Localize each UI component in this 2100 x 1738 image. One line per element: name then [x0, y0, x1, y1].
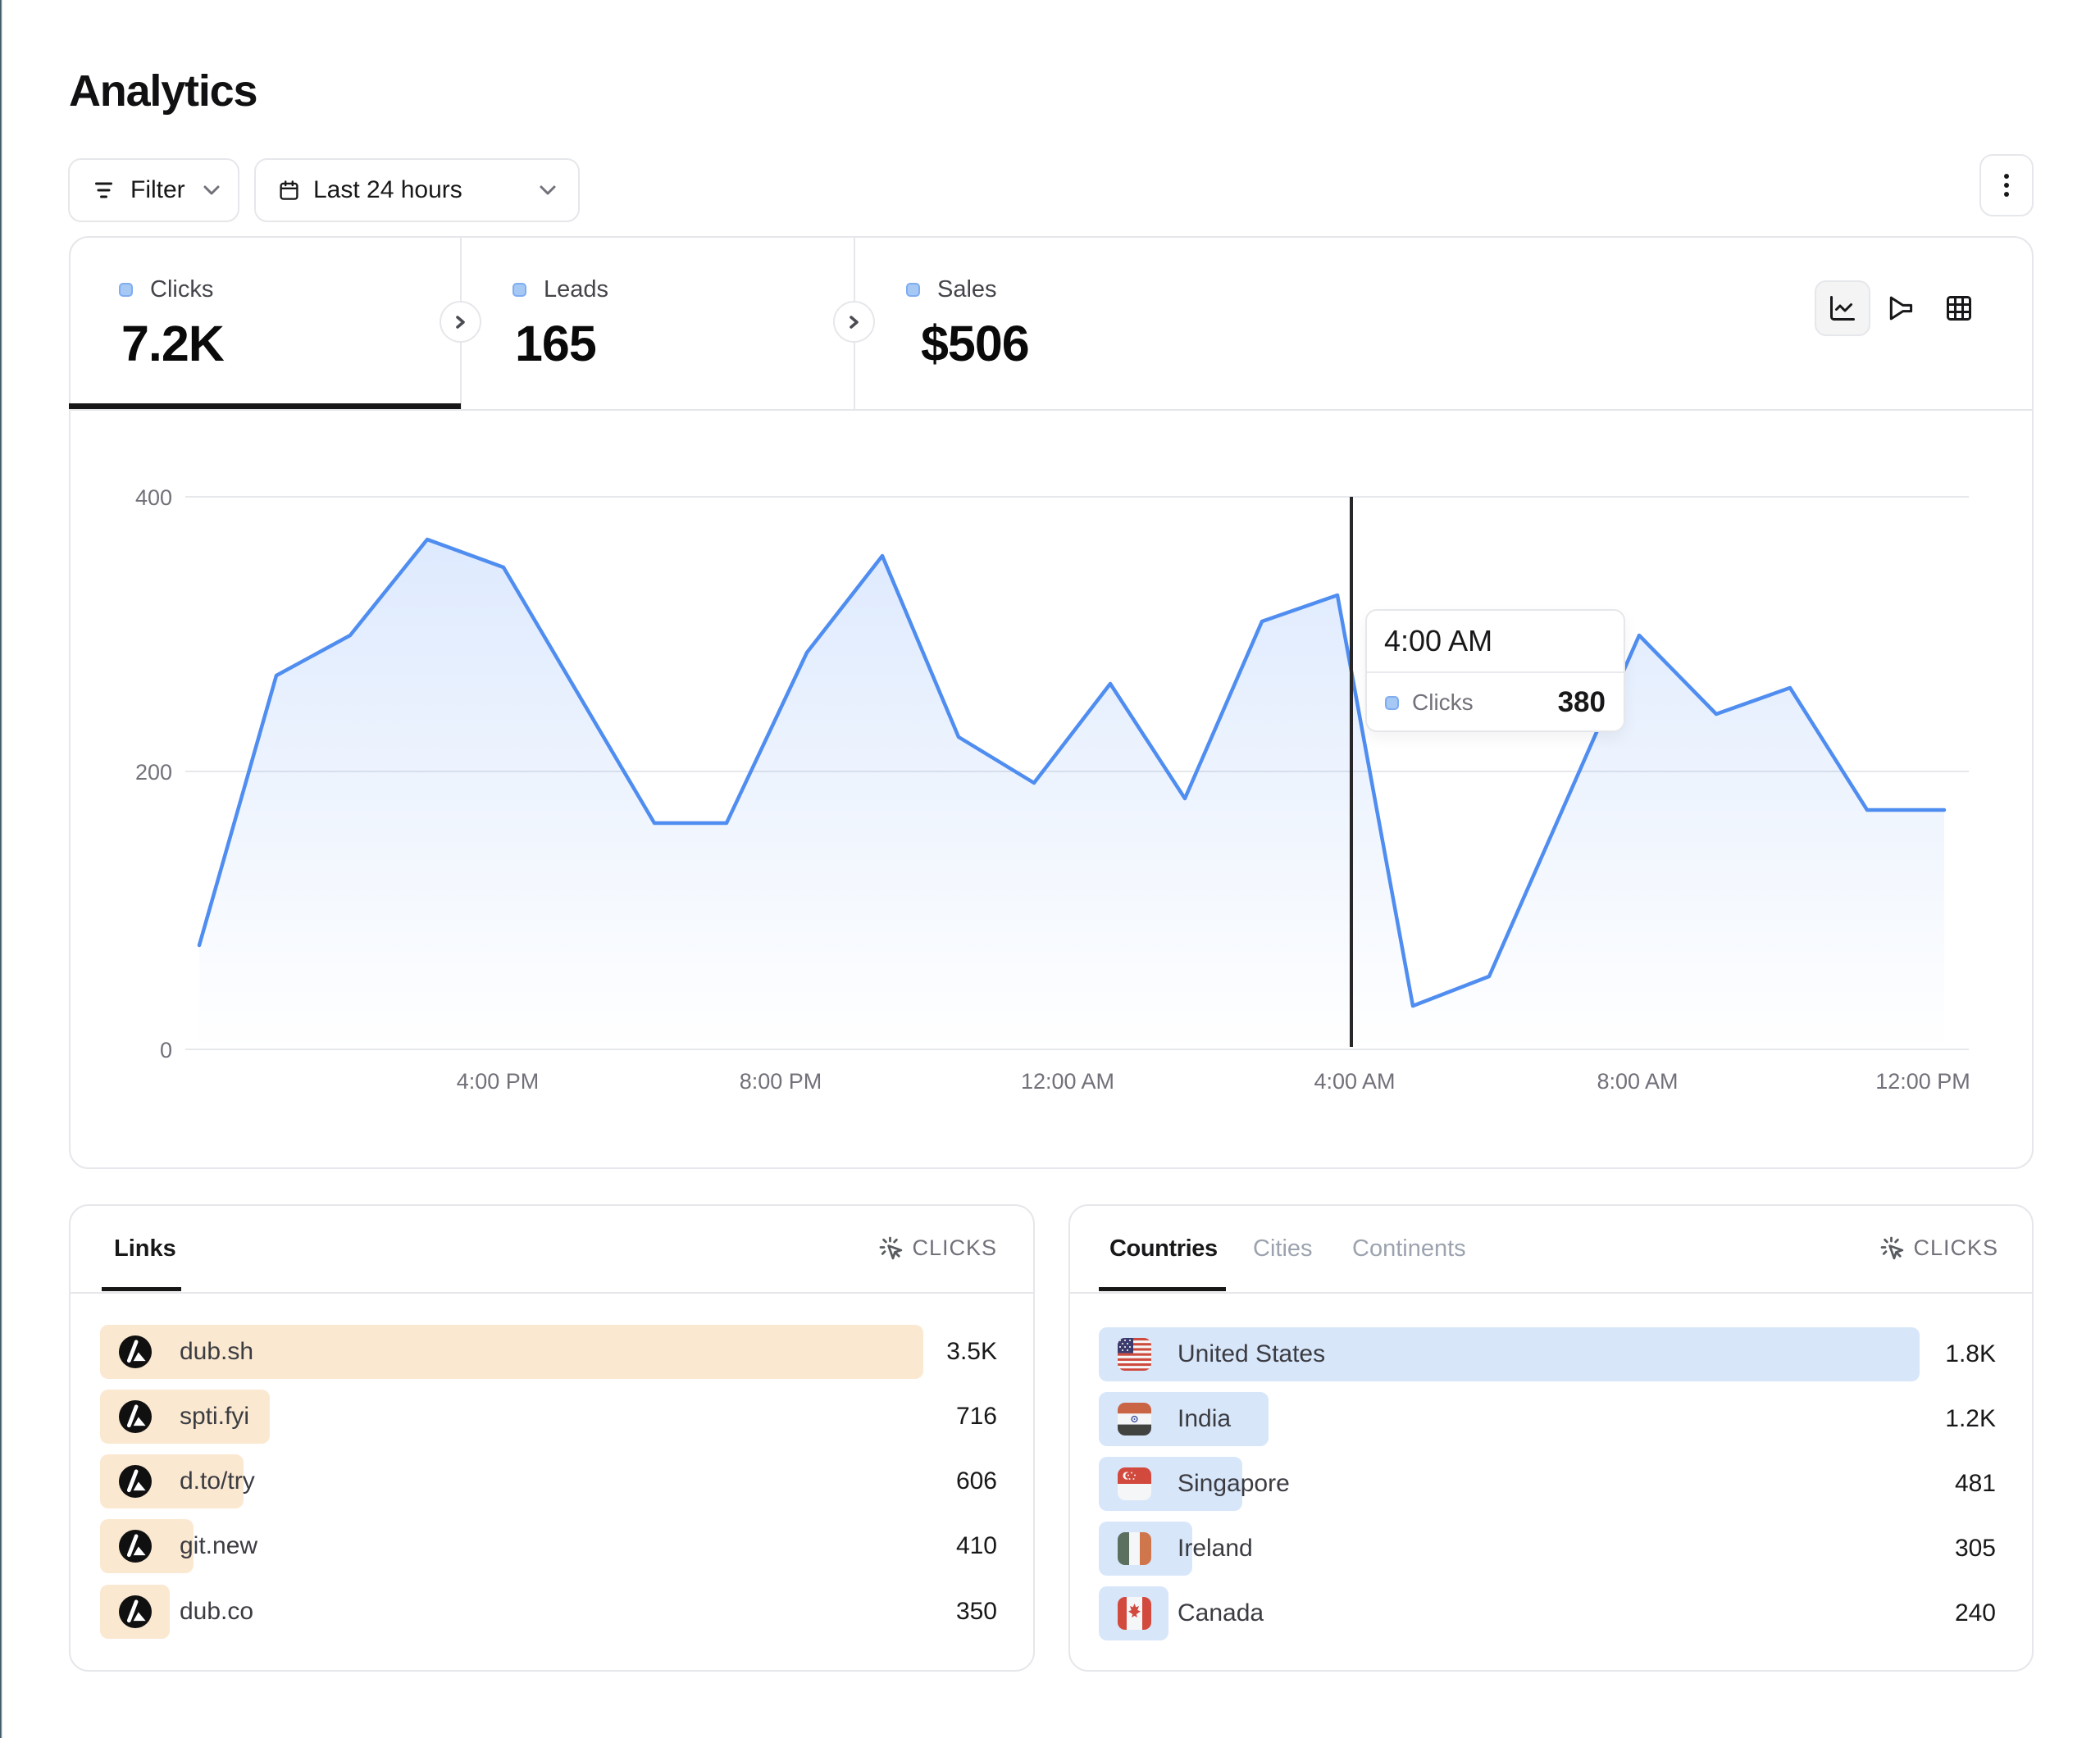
svg-text:12:00 AM: 12:00 AM — [1021, 1069, 1114, 1094]
svg-text:12:00 PM: 12:00 PM — [1875, 1069, 1970, 1094]
svg-text:8:00 AM: 8:00 AM — [1597, 1069, 1678, 1094]
svg-text:400: 400 — [135, 485, 172, 510]
svg-text:0: 0 — [160, 1038, 172, 1062]
svg-text:4:00 AM: 4:00 AM — [1314, 1069, 1395, 1094]
svg-text:8:00 PM: 8:00 PM — [740, 1069, 822, 1094]
svg-text:200: 200 — [135, 760, 172, 785]
svg-text:4:00 PM: 4:00 PM — [457, 1069, 540, 1094]
